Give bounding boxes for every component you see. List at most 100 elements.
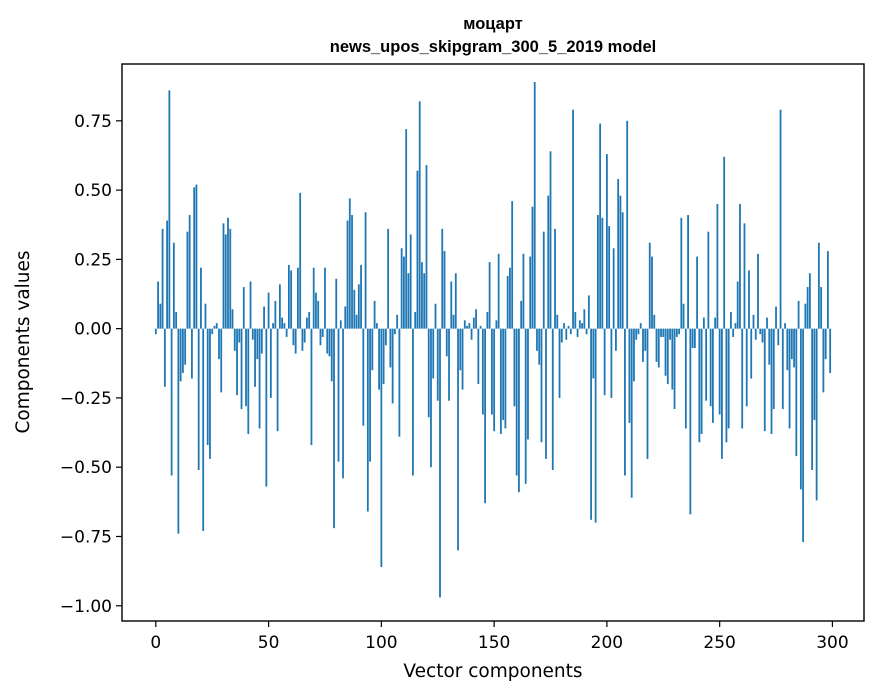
bar-78	[330, 328, 333, 382]
bar-122	[430, 328, 432, 468]
bar-187	[576, 328, 579, 337]
bar-190	[583, 309, 586, 329]
bar-148	[488, 262, 491, 329]
bar-218	[646, 328, 649, 459]
chart-title: моцарт	[463, 15, 523, 33]
bar-137	[463, 320, 466, 329]
bar-257	[734, 323, 737, 329]
bar-269	[761, 328, 764, 343]
bar-247	[711, 328, 714, 423]
bar-213	[635, 328, 638, 340]
bar-180	[560, 328, 563, 343]
bar-124	[434, 303, 437, 329]
bar-28	[218, 328, 220, 360]
bar-95	[369, 328, 371, 462]
bar-280	[786, 328, 789, 371]
bar-139	[468, 323, 471, 329]
bar-227	[666, 328, 669, 385]
bar-108	[398, 328, 401, 437]
bar-85	[346, 220, 349, 329]
bar-245	[707, 231, 710, 329]
bar-2	[159, 303, 162, 329]
bar-126	[439, 328, 441, 598]
bar-58	[285, 328, 288, 337]
bar-1	[157, 281, 159, 329]
bar-171	[540, 328, 543, 443]
bar-140	[470, 328, 473, 340]
chart-subtitle: news_upos_skipgram_300_5_2019 model	[330, 38, 657, 56]
bar-217	[644, 328, 647, 351]
bar-189	[581, 323, 583, 329]
bar-299	[829, 328, 832, 373]
y-axis: −1.00 −0.75 −0.50 −0.25 0.00 0.25 0.50 0.75	[60, 112, 122, 617]
bar-266	[754, 328, 757, 340]
bar-51	[269, 328, 272, 398]
bar-220	[651, 256, 653, 329]
bar-44	[254, 328, 256, 387]
bar-215	[639, 323, 642, 329]
bar-174	[547, 195, 550, 329]
bar-278	[781, 328, 784, 409]
bar-175	[549, 151, 552, 329]
bar-132	[452, 314, 455, 329]
bar-289	[806, 287, 809, 329]
bar-121	[427, 328, 430, 418]
bar-119	[423, 273, 426, 329]
bar-34	[231, 309, 234, 329]
bar-243	[702, 317, 705, 329]
bar-159	[513, 328, 516, 407]
bar-262	[745, 328, 748, 407]
bar-10	[177, 328, 180, 534]
bar-194	[592, 328, 595, 379]
bar-68	[308, 312, 311, 329]
bar-172	[542, 231, 545, 329]
bar-50	[267, 292, 270, 329]
y-tick-label-6: 0.50	[74, 181, 112, 201]
bar-254	[727, 328, 730, 429]
bar-249	[716, 203, 719, 329]
bar-94	[366, 328, 369, 512]
bar-160	[515, 328, 518, 476]
x-tick-label-6: 300	[816, 633, 848, 653]
bar-147	[486, 312, 489, 329]
bar-104	[389, 328, 392, 368]
bar-31	[224, 234, 227, 329]
bar-236	[687, 215, 689, 329]
x-tick-label-4: 200	[591, 633, 623, 653]
bar-61	[292, 328, 295, 346]
bar-29	[220, 328, 223, 393]
bar-177	[554, 228, 556, 329]
bar-240	[696, 256, 698, 329]
bar-7	[170, 328, 173, 476]
bar-214	[637, 328, 640, 335]
bar-150	[493, 328, 496, 432]
bar-209	[626, 120, 629, 329]
bar-297	[824, 328, 827, 360]
bar-16	[191, 328, 193, 379]
bar-102	[384, 328, 387, 346]
bar-46	[258, 328, 261, 429]
bar-208	[624, 328, 626, 476]
x-axis: 0 50 100 150 200 250 300	[150, 621, 849, 653]
bar-143	[477, 328, 480, 385]
bar-284	[795, 328, 798, 457]
bar-253	[725, 328, 728, 443]
bar-64	[299, 192, 302, 329]
bar-67	[306, 317, 308, 329]
bar-56	[281, 317, 284, 329]
bar-9	[175, 312, 178, 329]
bar-62	[294, 328, 297, 354]
bar-250	[718, 328, 721, 415]
bar-115	[414, 312, 417, 329]
bar-246	[709, 328, 712, 407]
bar-103	[387, 228, 390, 329]
bar-272	[768, 328, 771, 365]
bar-0	[154, 328, 157, 335]
bar-49	[265, 328, 268, 487]
bar-170	[538, 328, 541, 365]
bar-221	[653, 314, 656, 329]
bar-30	[222, 223, 225, 329]
bar-193	[590, 328, 592, 520]
bar-26	[213, 325, 216, 329]
